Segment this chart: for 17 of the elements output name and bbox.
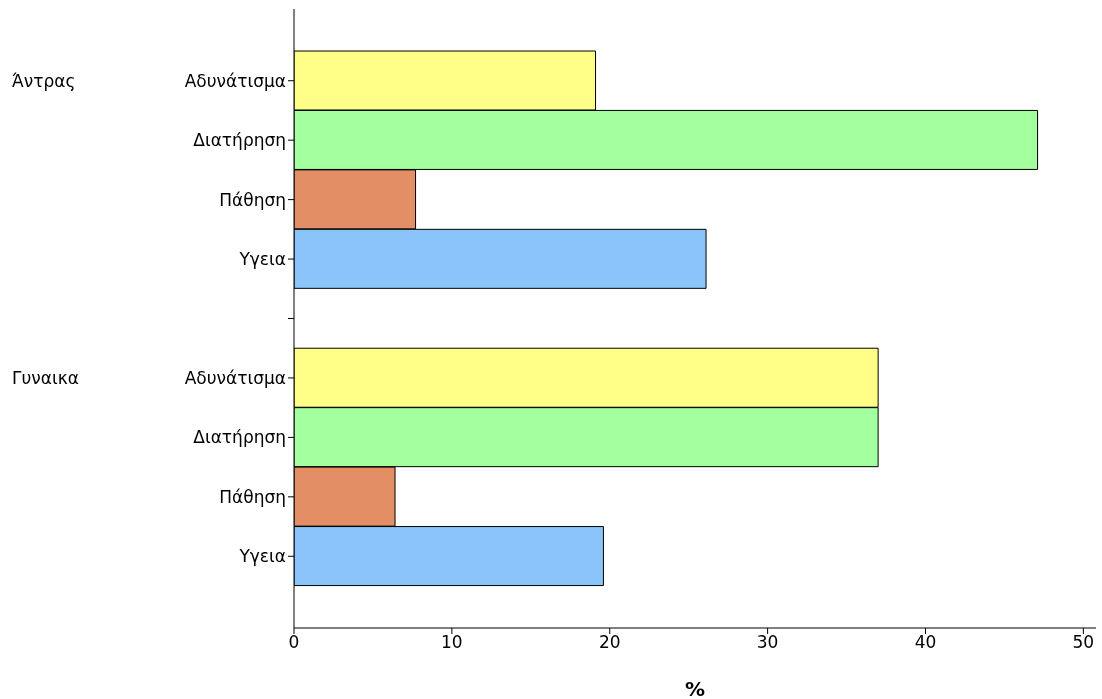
x-tick-label: 30 bbox=[756, 632, 779, 653]
y-tick-label: Υγεια bbox=[238, 249, 286, 270]
y-tick-label: Αδυνάτισμα bbox=[184, 367, 286, 388]
y-tick-label: Υγεια bbox=[238, 546, 286, 567]
text: Γυναικα bbox=[12, 366, 79, 390]
y-tick-label: Διατήρηση bbox=[193, 427, 286, 448]
y-tick-label: Πάθηση bbox=[219, 189, 286, 210]
y-tick-label: Διατήρηση bbox=[193, 130, 286, 151]
x-tick-label: 10 bbox=[441, 632, 463, 653]
y-tick-label: Αδυνάτισμα bbox=[184, 70, 286, 91]
y-tick-label: Πάθηση bbox=[219, 486, 286, 507]
x-tick-label: 50 bbox=[1072, 632, 1095, 653]
x-axis-title: % bbox=[684, 677, 706, 699]
x-tick-label: 40 bbox=[914, 632, 937, 653]
text: Άντρας bbox=[12, 69, 76, 93]
x-tick-label: 0 bbox=[288, 632, 300, 653]
x-tick-label: 20 bbox=[598, 632, 621, 653]
